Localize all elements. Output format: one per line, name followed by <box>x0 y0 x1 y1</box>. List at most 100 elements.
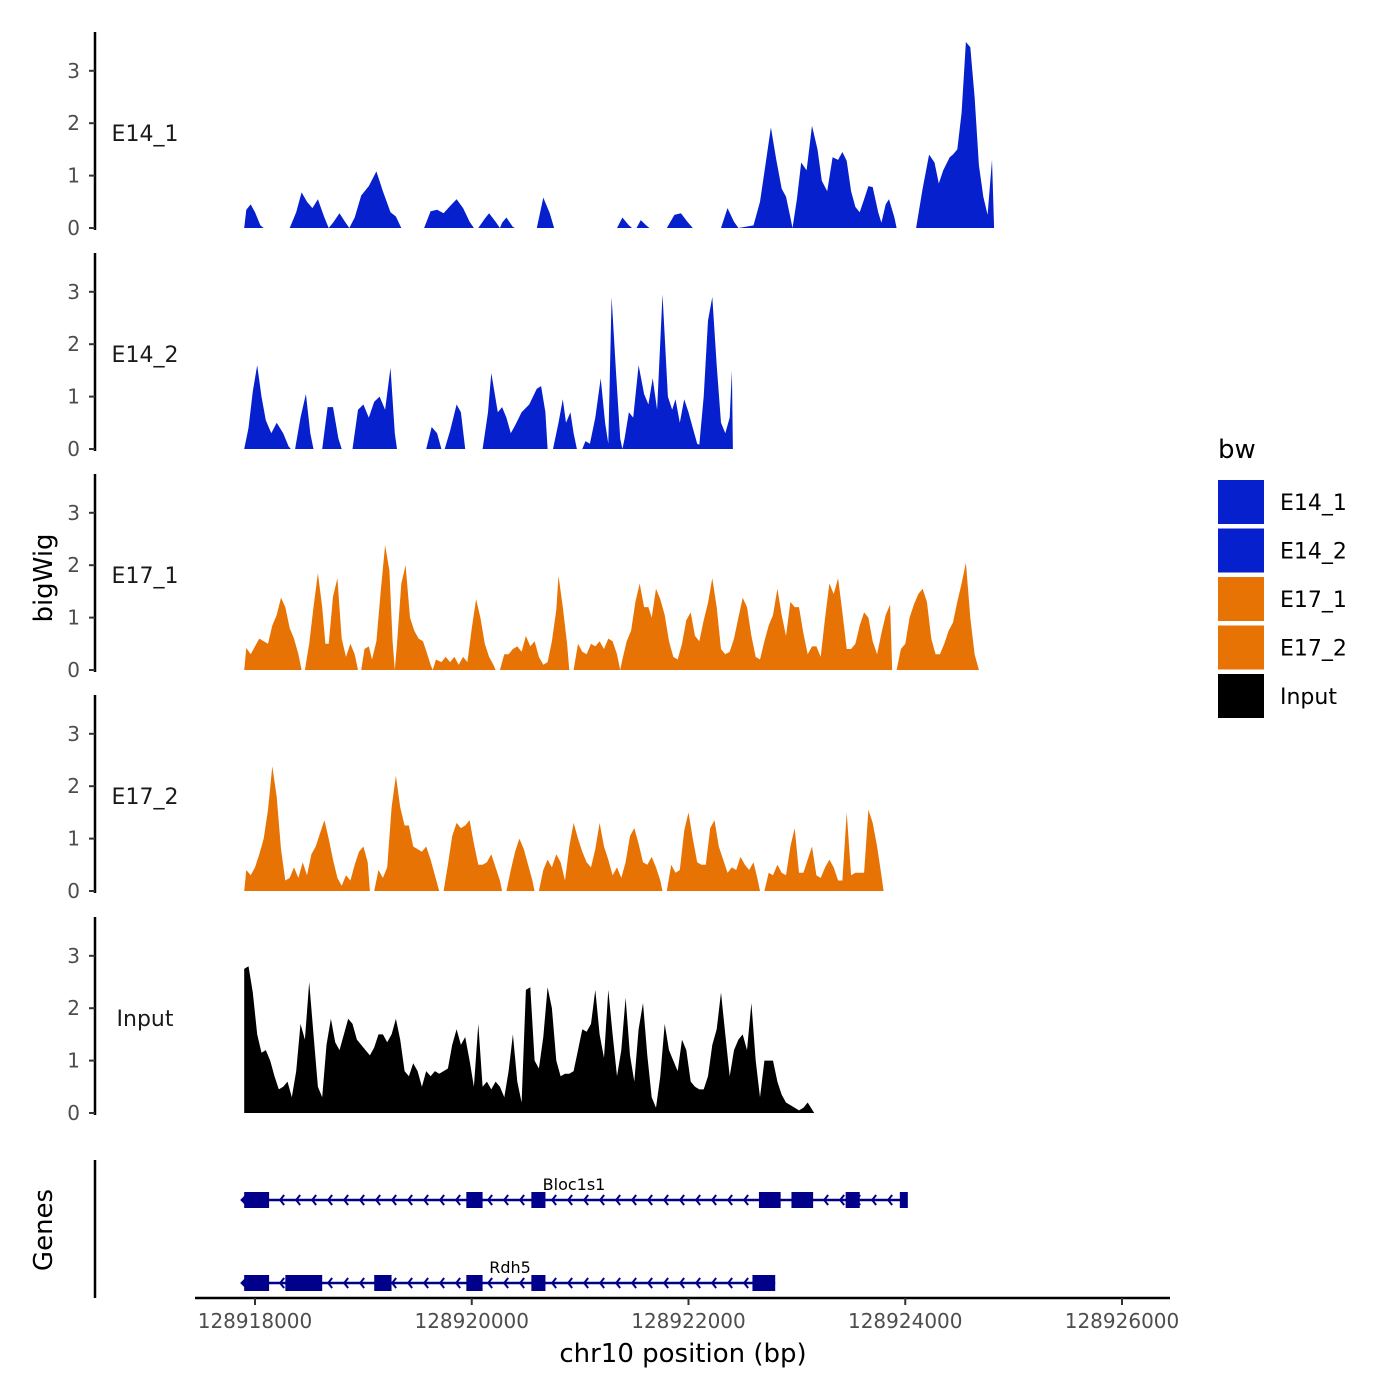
strand-arrow <box>278 1194 285 1206</box>
strand-arrow <box>438 1194 445 1206</box>
signal-area-E14_2 <box>244 294 733 449</box>
exon <box>466 1275 483 1291</box>
y-tick-label: 3 <box>67 280 80 304</box>
y-tick-label: 0 <box>67 216 80 240</box>
strand-arrow <box>342 1194 349 1206</box>
gene-Bloc1s1: Bloc1s1 <box>240 1175 908 1208</box>
y-tick-label: 2 <box>67 111 80 135</box>
strand-arrow <box>502 1277 509 1289</box>
strand-arrow <box>614 1194 621 1206</box>
genes-panel: Genes Bloc1s1 Rdh5 <box>29 1160 908 1298</box>
x-axis-title: chr10 position (bp) <box>559 1339 806 1369</box>
legend-items: E14_1 E14_2 E17_1 E17_2 Input <box>1218 480 1347 718</box>
y-tick-label: 0 <box>67 879 80 903</box>
legend-swatch-E17_2 <box>1218 625 1264 670</box>
track-Input: 0 1 2 3 Input <box>67 917 815 1125</box>
strand-arrow <box>662 1194 669 1206</box>
y-tick-label: 3 <box>67 722 80 746</box>
y-tick-label: 1 <box>67 827 80 851</box>
strand-arrow <box>518 1277 525 1289</box>
gene-start-arrow <box>240 1275 249 1291</box>
legend-label-E14_2: E14_2 <box>1280 540 1347 565</box>
track-E17_1: 0 1 2 3 E17_1 <box>67 474 979 682</box>
strand-arrow <box>310 1194 317 1206</box>
y-tick-label: 1 <box>67 385 80 409</box>
track-E14_1: 0 1 2 3 E14_1 <box>67 32 995 240</box>
track-label: Input <box>117 1007 174 1032</box>
exon <box>244 1275 270 1291</box>
legend-swatch-Input <box>1218 674 1264 718</box>
exon <box>845 1192 860 1208</box>
y-tick-label: 2 <box>67 553 80 577</box>
y-tick-label: 2 <box>67 774 80 798</box>
y-tick-label: 3 <box>67 59 80 83</box>
signal-area-E14_1 <box>244 42 995 228</box>
legend-swatch-E14_2 <box>1218 528 1264 573</box>
strand-arrow <box>438 1277 445 1289</box>
strand-arrow <box>374 1194 381 1206</box>
track-label: E17_1 <box>112 564 179 589</box>
gene-start-arrow <box>240 1192 249 1208</box>
x-tick-label: 128926000 <box>1065 1309 1180 1333</box>
strand-arrow <box>838 1194 845 1206</box>
x-tick-label: 128920000 <box>414 1309 529 1333</box>
exon <box>531 1275 546 1291</box>
y-tick-label: 0 <box>67 658 80 682</box>
strand-arrow <box>486 1277 493 1289</box>
gene-label: Rdh5 <box>489 1258 531 1277</box>
strand-arrow <box>326 1194 333 1206</box>
gene-Rdh5: Rdh5 <box>240 1258 776 1291</box>
exon <box>791 1192 814 1208</box>
strand-arrow <box>646 1194 653 1206</box>
genes-panel-label: Genes <box>29 1189 59 1271</box>
genes-layer: Bloc1s1 Rdh5 <box>240 1175 908 1291</box>
track-label: E14_2 <box>112 343 179 368</box>
exon <box>899 1192 908 1208</box>
strand-arrow <box>358 1277 365 1289</box>
strand-arrow <box>726 1194 733 1206</box>
strand-arrow <box>630 1277 637 1289</box>
x-ticks: 128918000 128920000 128922000 128924000 1289… <box>198 1298 1180 1333</box>
strand-arrow <box>662 1277 669 1289</box>
strand-arrow <box>550 1194 557 1206</box>
legend-label-Input: Input <box>1280 685 1337 710</box>
strand-arrow <box>406 1277 413 1289</box>
strand-arrow <box>550 1277 557 1289</box>
strand-arrow <box>694 1277 701 1289</box>
strand-arrow <box>646 1277 653 1289</box>
strand-arrow <box>742 1194 749 1206</box>
exon <box>758 1192 781 1208</box>
legend-label-E17_2: E17_2 <box>1280 637 1347 662</box>
strand-arrow <box>342 1277 349 1289</box>
strand-arrow <box>406 1194 413 1206</box>
exon <box>244 1192 270 1208</box>
strand-arrow <box>502 1194 509 1206</box>
strand-arrow <box>870 1194 877 1206</box>
legend-title: bw <box>1218 435 1256 465</box>
strand-arrow <box>694 1194 701 1206</box>
strand-arrow <box>710 1194 717 1206</box>
signal-area-E17_1 <box>244 545 979 670</box>
strand-arrow <box>294 1194 301 1206</box>
exon <box>285 1275 323 1291</box>
strand-arrow <box>454 1277 461 1289</box>
strand-arrow <box>566 1277 573 1289</box>
exon <box>374 1275 392 1291</box>
x-tick-label: 128922000 <box>631 1309 746 1333</box>
y-tick-label: 2 <box>67 996 80 1020</box>
x-axis: 128918000 128920000 128922000 128924000 1289… <box>195 1296 1180 1369</box>
y-tick-label: 3 <box>67 501 80 525</box>
gene-label: Bloc1s1 <box>543 1175 606 1194</box>
y-tick-label: 1 <box>67 1049 80 1073</box>
y-axis-title: bigWig <box>29 533 59 622</box>
strand-arrow <box>518 1194 525 1206</box>
strand-arrow <box>390 1277 397 1289</box>
strand-arrow <box>678 1194 685 1206</box>
strand-arrow <box>486 1194 493 1206</box>
track-E14_2: 0 1 2 3 E14_2 <box>67 253 733 461</box>
y-tick-label: 3 <box>67 944 80 968</box>
track-label: E14_1 <box>112 122 179 147</box>
exon <box>531 1192 546 1208</box>
strand-arrow <box>726 1277 733 1289</box>
